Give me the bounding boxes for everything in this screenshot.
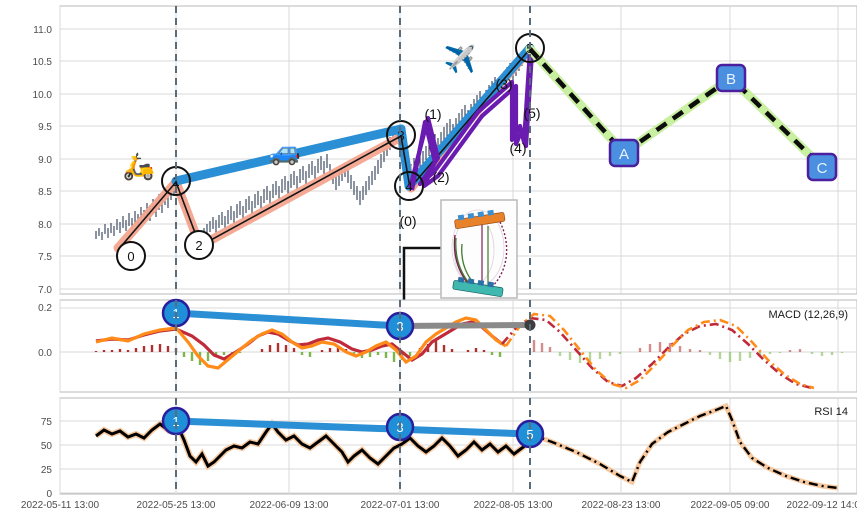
macd-gray-divergence-line [397,322,533,329]
macd-slow-projection [501,316,813,390]
y-tick-rsi: 25 [41,465,53,476]
car-emoji: 🚙 [269,136,301,167]
y-tick-price: 8.5 [38,187,52,198]
wave-pivot-label: 3 [397,128,404,143]
x-tick-label: 2022-08-05 13:00 [474,500,553,511]
y-tick-price: 9.0 [38,155,52,166]
y-tick-rsi: 50 [41,441,53,452]
macd-slow-line [95,320,503,362]
subwave-label: (1) [424,106,441,122]
abc-box-label: C [817,160,828,177]
rsi-divergence-line [172,417,534,438]
rsi-marker-label: 1 [172,414,179,429]
y-tick-macd: 0.0 [38,348,52,359]
y-tick-rsi: 0 [46,489,52,500]
x-axis-labels: 2022-05-11 13:00 2022-05-25 13:00 2022-0… [21,500,857,511]
price-series-group [95,43,827,253]
abc-box-label: B [726,71,736,88]
abc-box-c[interactable]: C [806,152,838,182]
wave-pivot-label: 4 [405,179,412,194]
y-tick-price: 11.0 [33,25,52,36]
subwave-label: (2) [432,169,449,185]
wave-pivot-2[interactable]: 2 [184,230,214,260]
rsi-projection [529,404,839,490]
macd-panel: 0.2 0.0 MACD (12,26,9) [38,298,857,393]
rsi-plot-frame [59,397,857,495]
x-tick-label: 2022-05-11 13:00 [21,500,100,511]
subwave-purple-path [407,49,535,191]
y-tick-price: 8.0 [38,220,52,231]
macd-panel-label: MACD (12,26,9) [769,309,848,321]
rsi-panel: 75 50 25 0 RSI 14 1 3 5 [41,397,857,500]
macd-divergence-line [172,309,404,330]
abc-box-label: A [619,146,629,163]
abc-box-a[interactable]: A [608,138,640,168]
y-tick-price: 10.5 [33,57,53,68]
wave-pivot-label: 2 [195,238,202,253]
macd-fast-projection [504,312,815,390]
wave-skeleton-line [117,48,531,251]
x-tick-label: 2022-08-23 13:00 [582,500,661,511]
x-tick-label: 2022-07-01 13:00 [361,500,440,511]
scooter-emoji: 🛵 [123,151,155,182]
wave-pivot-label: 0 [127,249,134,264]
subwave-labels: (0) (1) (2) (3) (4) (5) [399,76,540,229]
wave-pivot-label: 1 [172,174,179,189]
subwave-label: (5) [523,105,540,121]
price-panel: 11.0 10.5 10.0 9.5 9.0 8.5 8.0 7.5 7.0 [33,5,857,330]
x-tick-label: 2022-05-25 13:00 [137,500,216,511]
subwave-label: (3) [495,76,512,92]
y-tick-price: 10.0 [33,90,53,101]
inset-thumbnail[interactable] [440,199,518,299]
wave-pivot-4[interactable]: 4 [394,171,424,201]
abc-corrective-dashes [528,47,824,169]
x-tick-label: 2022-06-09 13:00 [250,500,329,511]
rsi-panel-label: RSI 14 [814,406,848,418]
airplane-emoji: ✈️ [444,43,476,74]
macd-series-group [94,309,844,390]
price-y-axis-labels: 11.0 10.5 10.0 9.5 9.0 8.5 8.0 7.5 7.0 [33,25,53,296]
macd-fast-line [95,316,507,370]
y-tick-macd: 0.2 [38,303,52,314]
y-tick-price: 7.5 [38,252,52,263]
abc-box-b[interactable]: B [715,63,747,93]
y-tick-price: 7.0 [38,285,52,296]
y-tick-rsi: 75 [41,417,53,428]
subwave-label: (4) [509,140,526,156]
y-tick-price: 9.5 [38,122,52,133]
emoji-annotations: 🛵 🚙 ✈️ [123,43,476,182]
x-tick-label: 2022-09-12 14:00 [787,500,857,511]
vertical-time-markers [175,6,531,494]
wave-pivot-0[interactable]: 0 [116,241,146,271]
x-tick-label: 2022-09-05 09:00 [691,500,770,511]
subwave-label: (0) [399,213,416,229]
